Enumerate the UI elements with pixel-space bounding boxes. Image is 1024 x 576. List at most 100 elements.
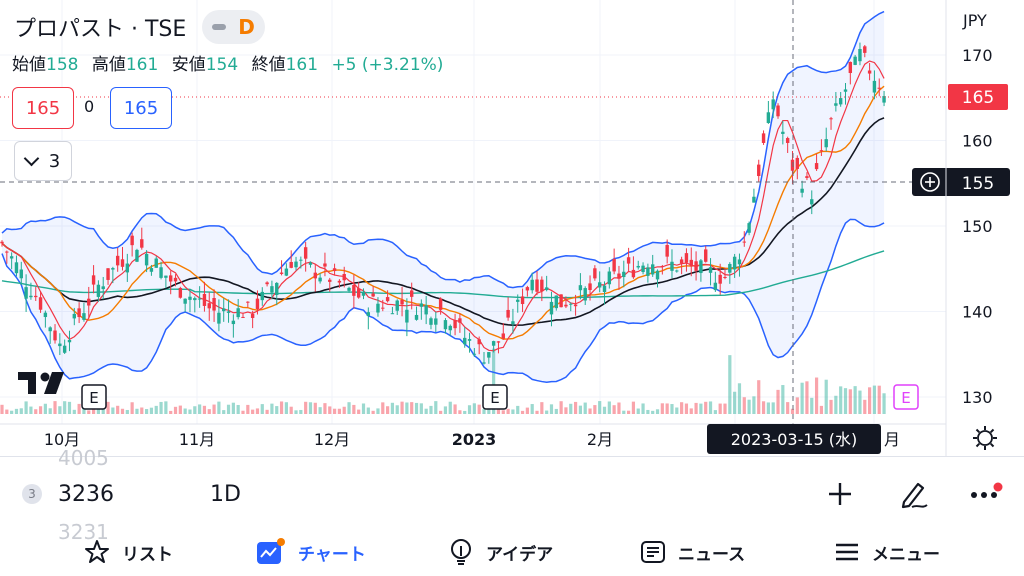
indicators-toggle[interactable]: 3 — [14, 141, 72, 181]
candle-body — [34, 295, 38, 298]
price-chart[interactable]: JPY 130 140 150 160 170 165 155 10月 11月 12月 202… — [0, 0, 1024, 456]
volume-bar — [390, 402, 395, 414]
currency-label: JPY — [962, 11, 987, 30]
volume-bar — [573, 401, 578, 414]
add-alert-icon[interactable] — [920, 172, 940, 192]
volume-bar — [723, 403, 727, 414]
candle-body — [660, 266, 665, 268]
price-tick-label: 140 — [962, 303, 993, 322]
time-axis[interactable]: 10月 11月 12月 2023 2月 — [44, 430, 613, 449]
volume-bar — [24, 401, 28, 414]
volume-bar — [733, 391, 737, 414]
candle-body — [308, 262, 313, 265]
price-tick-label: 150 — [962, 217, 993, 236]
candle-body — [626, 257, 631, 264]
volume-bar — [728, 355, 732, 414]
more-button[interactable] — [966, 474, 1006, 514]
volume-bar — [439, 410, 443, 414]
candle-body — [371, 293, 375, 297]
volume-bar — [386, 406, 390, 414]
volume-bar — [67, 401, 72, 414]
candle-body — [848, 61, 853, 74]
sell-button[interactable]: 165 — [12, 87, 74, 129]
candle-body — [800, 188, 804, 193]
volume-bar — [419, 403, 423, 414]
candle-body — [530, 279, 534, 291]
candle-body — [77, 308, 81, 318]
volume-bar — [882, 393, 886, 414]
candle-body — [810, 199, 814, 205]
nav-item-news[interactable]: ニュース — [640, 528, 745, 576]
nav-item-list[interactable]: リスト — [84, 528, 173, 576]
candle-body — [217, 312, 221, 324]
price-axis[interactable]: JPY 130 140 150 160 170 — [962, 11, 993, 407]
close-value: 161 — [285, 55, 319, 75]
symbol-value[interactable]: 3236 — [58, 482, 114, 507]
volume-bar — [72, 409, 76, 414]
volume-bar — [757, 380, 761, 414]
volume-bar — [10, 410, 14, 414]
symbol-title[interactable]: プロパスト · TSE — [14, 17, 187, 42]
volume-bar — [617, 402, 621, 414]
volume-bar — [332, 408, 337, 414]
volume-bar — [125, 409, 129, 414]
candle-body — [429, 318, 433, 325]
candle-body — [588, 283, 592, 291]
candle-body — [525, 287, 530, 291]
candle-body — [679, 259, 684, 264]
candle-body — [410, 290, 414, 297]
volume-bar — [405, 402, 409, 414]
volume-bar — [511, 409, 515, 414]
add-button[interactable] — [820, 474, 860, 514]
nav-item-chart[interactable]: チャート — [256, 528, 366, 576]
nav-label: メニュー — [872, 544, 940, 565]
nav-item-ideas[interactable]: アイデア — [448, 528, 553, 576]
volume-bar — [540, 402, 544, 414]
candle-body — [376, 303, 380, 313]
volume-bar — [800, 382, 804, 414]
volume-bar — [477, 404, 481, 414]
interval-pill[interactable]: D — [202, 10, 265, 44]
indicator-lines — [1, 10, 885, 384]
timeframe-value[interactable]: 1D — [210, 482, 241, 507]
candle-body — [255, 298, 260, 310]
candle-body — [419, 303, 424, 307]
volume-bar — [602, 406, 607, 414]
volume-bar — [14, 408, 19, 414]
volume-bar — [429, 405, 433, 414]
volume-bar — [790, 408, 795, 414]
volume-bar — [337, 408, 341, 414]
candle-body — [270, 286, 274, 293]
earnings-marker-label: E — [89, 389, 98, 407]
candle-body — [140, 239, 144, 248]
volume-bar — [795, 397, 799, 414]
drawing-button[interactable] — [894, 474, 934, 514]
earnings-marker: E — [482, 384, 508, 410]
candle-body — [342, 273, 346, 281]
volume-bar — [458, 410, 462, 414]
volume-bar — [424, 408, 428, 414]
earnings-marker-label: E — [901, 389, 910, 407]
candle-body — [655, 270, 660, 280]
ghost-value-above: 4005 — [58, 446, 109, 470]
price-tick-label: 130 — [962, 388, 993, 407]
low-value: 154 — [205, 55, 239, 75]
volume-bar — [231, 402, 235, 414]
candle-body — [24, 287, 28, 299]
time-tick-label: 2月 — [587, 430, 613, 449]
volume-bar — [708, 401, 713, 414]
candle-body — [520, 296, 525, 305]
volume-bar — [718, 403, 722, 414]
earnings-marker: E — [81, 384, 107, 410]
nav-item-menu[interactable]: メニュー — [834, 528, 940, 576]
volume-bar — [400, 401, 404, 414]
candle-body — [111, 268, 115, 270]
candle-body — [246, 301, 250, 303]
volume-bar — [631, 401, 636, 414]
candle-body — [101, 286, 105, 290]
buy-button[interactable]: 165 — [110, 87, 172, 129]
bollinger-lower-line — [1, 218, 885, 384]
settings-gear-icon[interactable] — [973, 426, 997, 450]
volume-bar — [77, 403, 81, 414]
